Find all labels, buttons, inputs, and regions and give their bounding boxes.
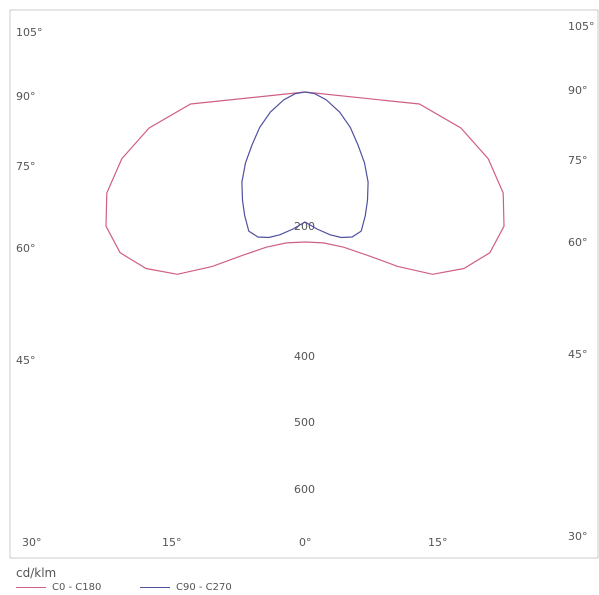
angle-label-left-105: 105° [16, 26, 43, 39]
radial-label-600: 600 [294, 483, 315, 496]
angle-label-left-90: 90° [16, 90, 36, 103]
legend-item-c90-c270: C90 - C270 [140, 582, 232, 593]
angle-label-right-90: 90° [568, 84, 588, 97]
legend-label: C90 - C270 [176, 582, 232, 593]
legend-item-c0-c180: C0 - C180 [16, 582, 101, 593]
angle-label-left-75: 75° [16, 160, 36, 173]
angle-label-left-60: 60° [16, 242, 36, 255]
angle-label-left-30: 30° [22, 536, 42, 549]
legend-label: C0 - C180 [52, 582, 102, 593]
radial-label-500: 500 [294, 416, 315, 429]
bottom-angle-label-15-left: 15° [162, 536, 182, 549]
series-line-c90-c270 [241, 91, 369, 239]
legend-swatch [16, 587, 46, 588]
angle-label-right-45: 45° [568, 348, 588, 361]
radial-label-400: 400 [294, 350, 315, 363]
angle-label-right-105: 105° [568, 20, 595, 33]
legend-swatch [140, 587, 170, 588]
angle-label-left-45: 45° [16, 354, 36, 367]
radial-label-200: 200 [294, 220, 315, 233]
plot-frame [9, 9, 599, 559]
bottom-angle-label-0: 0° [299, 536, 312, 549]
bottom-angle-label-15-right: 15° [428, 536, 448, 549]
series-layer [105, 91, 505, 275]
angle-label-right-60: 60° [568, 236, 588, 249]
angle-label-right-75: 75° [568, 154, 588, 167]
unit-label: cd/klm [16, 566, 57, 580]
angle-label-right-30: 30° [568, 530, 588, 543]
